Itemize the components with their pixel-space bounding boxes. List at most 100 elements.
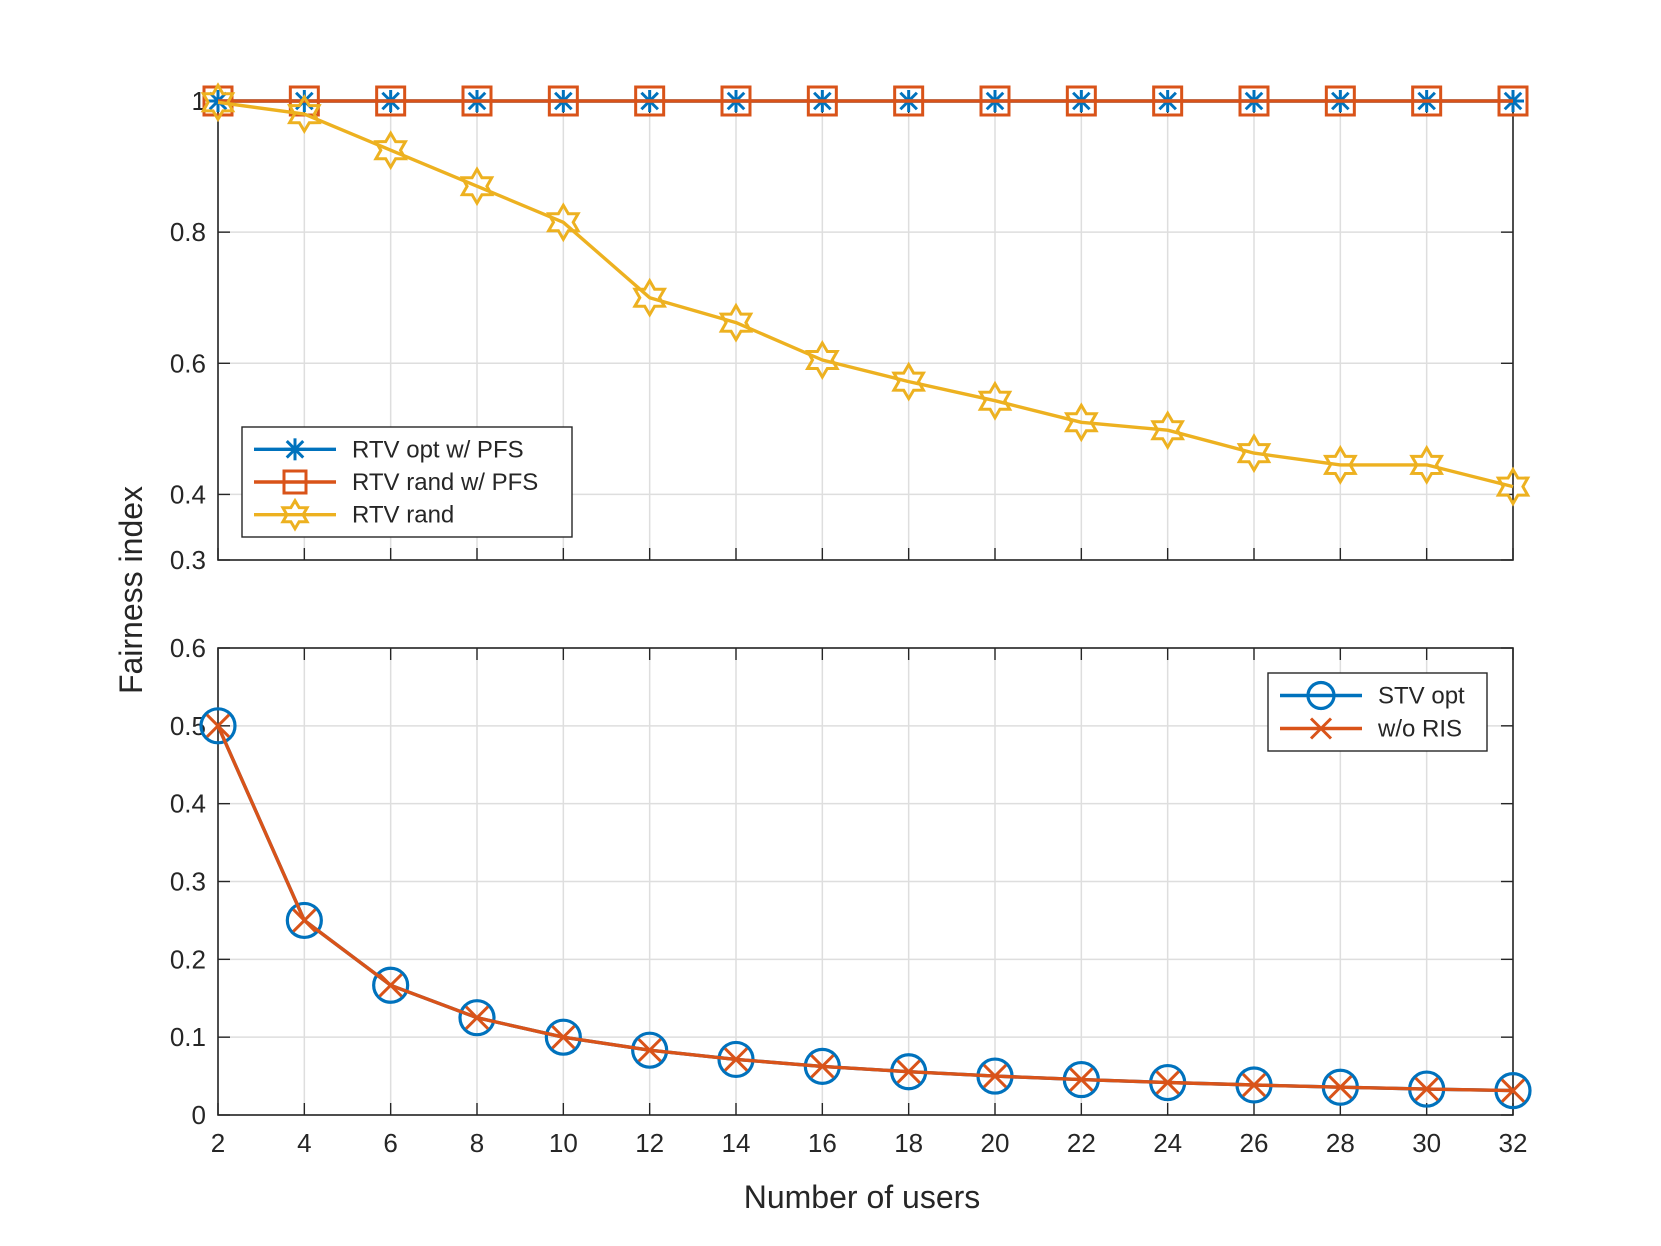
- marker-square: [979, 85, 1011, 117]
- legend-box: [1267, 672, 1488, 752]
- marker-circle: [1306, 680, 1336, 711]
- x-tick-label: 30: [1412, 1128, 1441, 1158]
- marker-x: [1328, 1075, 1353, 1100]
- marker-x: [292, 908, 317, 933]
- marker-square: [720, 85, 752, 117]
- x-tick-label: 4: [297, 1128, 311, 1158]
- x-axis-title: Number of users: [744, 1179, 981, 1215]
- legend: RTV opt w/ PFS RTV rand w/ PFS RTV rand: [241, 426, 573, 538]
- legend-item: RTV opt w/ PFS: [254, 436, 524, 463]
- legend-item: RTV rand: [254, 497, 454, 532]
- marker-x: [551, 1025, 576, 1050]
- marker-square: [1411, 85, 1443, 117]
- x-tick-label: 6: [383, 1128, 397, 1158]
- x-tick-label: 8: [470, 1128, 484, 1158]
- marker-x: [1241, 1072, 1267, 1098]
- marker-hexagram: [200, 82, 236, 123]
- legend-label: RTV opt w/ PFS: [352, 436, 524, 463]
- legend-item: w/o RIS: [1280, 716, 1462, 743]
- marker-x: [205, 713, 231, 738]
- marker-square: [1065, 85, 1097, 117]
- y-axis-title: Fairness index: [113, 486, 149, 694]
- marker-hexagram: [1409, 444, 1444, 485]
- legend-label: RTV rand: [352, 502, 454, 529]
- y-tick-label: 0.6: [170, 348, 206, 378]
- marker-circle: [544, 1018, 582, 1056]
- marker-square: [893, 85, 925, 117]
- marker-square: [375, 85, 407, 117]
- marker-x: [1414, 1077, 1439, 1102]
- marker-x: [1155, 1070, 1180, 1095]
- marker-hexagram: [977, 380, 1013, 421]
- marker-hexagram: [1236, 433, 1272, 474]
- marker-x: [464, 1005, 490, 1030]
- x-tick-label: 18: [894, 1128, 923, 1158]
- x-tick-label: 24: [1153, 1128, 1182, 1158]
- legend-label: RTV rand w/ PFS: [352, 469, 538, 496]
- marker-hexagram: [280, 497, 310, 532]
- y-tick-label: 0.2: [170, 944, 206, 974]
- x-tick-label: 32: [1499, 1128, 1528, 1158]
- series-line: [216, 725, 1514, 1093]
- y-tick-label: 0.4: [170, 479, 206, 509]
- x-tick-label: 12: [635, 1128, 664, 1158]
- marker-circle: [372, 966, 410, 1004]
- x-tick-label: 10: [549, 1128, 578, 1158]
- marker-square: [461, 85, 493, 117]
- marker-x: [1309, 717, 1333, 740]
- legend: STV opt w/o RIS: [1267, 672, 1488, 752]
- y-tick-label: 0: [192, 1100, 206, 1130]
- marker-asterisk: [285, 440, 305, 459]
- marker-circle: [631, 1031, 669, 1069]
- legend-item: RTV rand w/ PFS: [254, 469, 538, 496]
- y-tick-label: 0.3: [170, 867, 206, 897]
- x-tick-label: 16: [808, 1128, 837, 1158]
- bottom-panel: 00.10.20.30.40.50.62 4 6 8 10 12 14 16 18 20 22 24 2…: [170, 633, 1532, 1158]
- marker-hexagram: [373, 130, 408, 171]
- x-tick-label: 28: [1326, 1128, 1355, 1158]
- marker-x: [896, 1059, 921, 1084]
- x-tick-label: 26: [1240, 1128, 1269, 1158]
- legend-label: STV opt: [1378, 683, 1465, 710]
- legend-item: STV opt: [1280, 680, 1465, 711]
- marker-square: [634, 85, 666, 117]
- series-rtv-rand-w-pfs: [202, 85, 1529, 117]
- marker-x: [637, 1038, 662, 1063]
- marker-hexagram: [1064, 402, 1099, 443]
- marker-x: [1069, 1067, 1094, 1092]
- marker-hexagram: [1150, 410, 1185, 451]
- marker-x: [378, 973, 403, 998]
- marker-hexagram: [718, 302, 754, 343]
- x-tick-label: 14: [722, 1128, 751, 1158]
- series-line: [217, 100, 1514, 489]
- y-tick-label: 0.8: [170, 217, 206, 247]
- y-tick-label: 0.6: [170, 633, 206, 663]
- x-tick-label: 22: [1067, 1128, 1096, 1158]
- marker-circle: [285, 901, 323, 940]
- x-tick-label: 20: [981, 1128, 1010, 1158]
- y-tick-label: 0.4: [170, 789, 206, 819]
- marker-circle: [199, 707, 237, 745]
- marker-hexagram: [459, 166, 495, 207]
- marker-x: [982, 1064, 1008, 1089]
- series-rtv-rand: [200, 82, 1531, 507]
- marker-x: [723, 1047, 749, 1072]
- marker-x: [1500, 1078, 1526, 1103]
- marker-hexagram: [287, 94, 322, 135]
- marker-square: [1497, 85, 1529, 117]
- marker-hexagram: [805, 340, 840, 380]
- marker-square: [547, 85, 579, 117]
- marker-hexagram: [891, 361, 926, 402]
- marker-square: [1324, 85, 1356, 117]
- y-tick-label: 0.1: [170, 1022, 206, 1052]
- marker-hexagram: [632, 277, 667, 318]
- series-w-o-ris: [205, 713, 1526, 1103]
- legend-label: w/o RIS: [1377, 716, 1462, 743]
- marker-square: [282, 469, 308, 495]
- marker-hexagram: [1323, 444, 1358, 485]
- marker-square: [1152, 85, 1184, 117]
- marker-hexagram: [1495, 466, 1531, 507]
- x-tick-label: 2: [211, 1128, 225, 1158]
- marker-circle: [458, 999, 496, 1037]
